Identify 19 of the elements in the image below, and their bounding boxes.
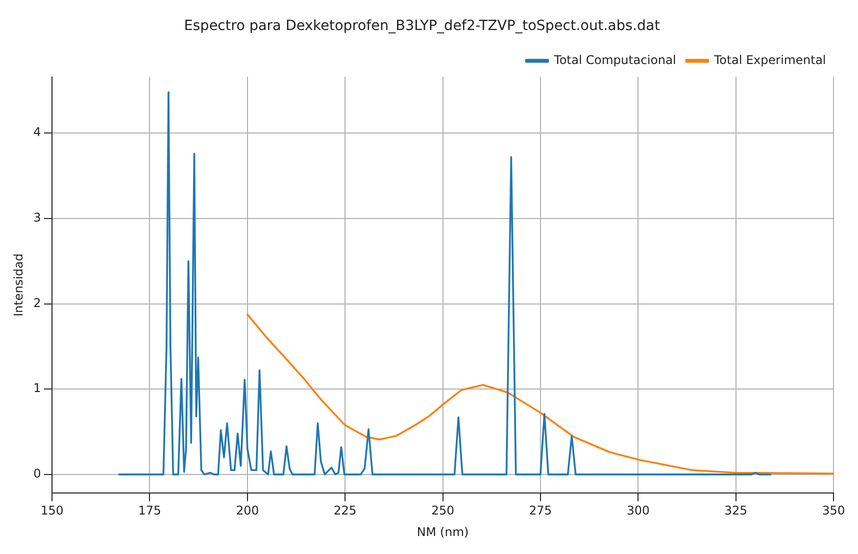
y-tick-label: 2 bbox=[33, 296, 42, 310]
x-axis-title: NM (nm) bbox=[416, 524, 469, 539]
y-axis-title: Intensidad bbox=[11, 253, 26, 317]
legend-label: Total Experimental bbox=[713, 52, 826, 67]
y-tick-label: 3 bbox=[33, 210, 42, 225]
legend-label: Total Computacional bbox=[553, 52, 676, 67]
x-tick-label: 150 bbox=[40, 504, 64, 518]
x-tick-label: 175 bbox=[138, 504, 162, 518]
x-tick-label: 275 bbox=[529, 504, 552, 518]
chart-title: Espectro para Dexketoprofen_B3LYP_def2-TZVP_toSpect.out.abs.dat bbox=[184, 18, 660, 34]
y-tick-label: 4 bbox=[33, 125, 42, 140]
x-tick-label: 250 bbox=[431, 504, 454, 518]
x-tick-label: 200 bbox=[236, 504, 259, 518]
x-tick-label: 225 bbox=[334, 504, 357, 518]
x-tick-label: 325 bbox=[724, 504, 748, 518]
x-tick-label: 300 bbox=[626, 504, 650, 518]
x-tick-label: 350 bbox=[822, 504, 845, 518]
y-tick-label: 0 bbox=[33, 466, 42, 481]
y-tick-label: 1 bbox=[33, 381, 42, 396]
